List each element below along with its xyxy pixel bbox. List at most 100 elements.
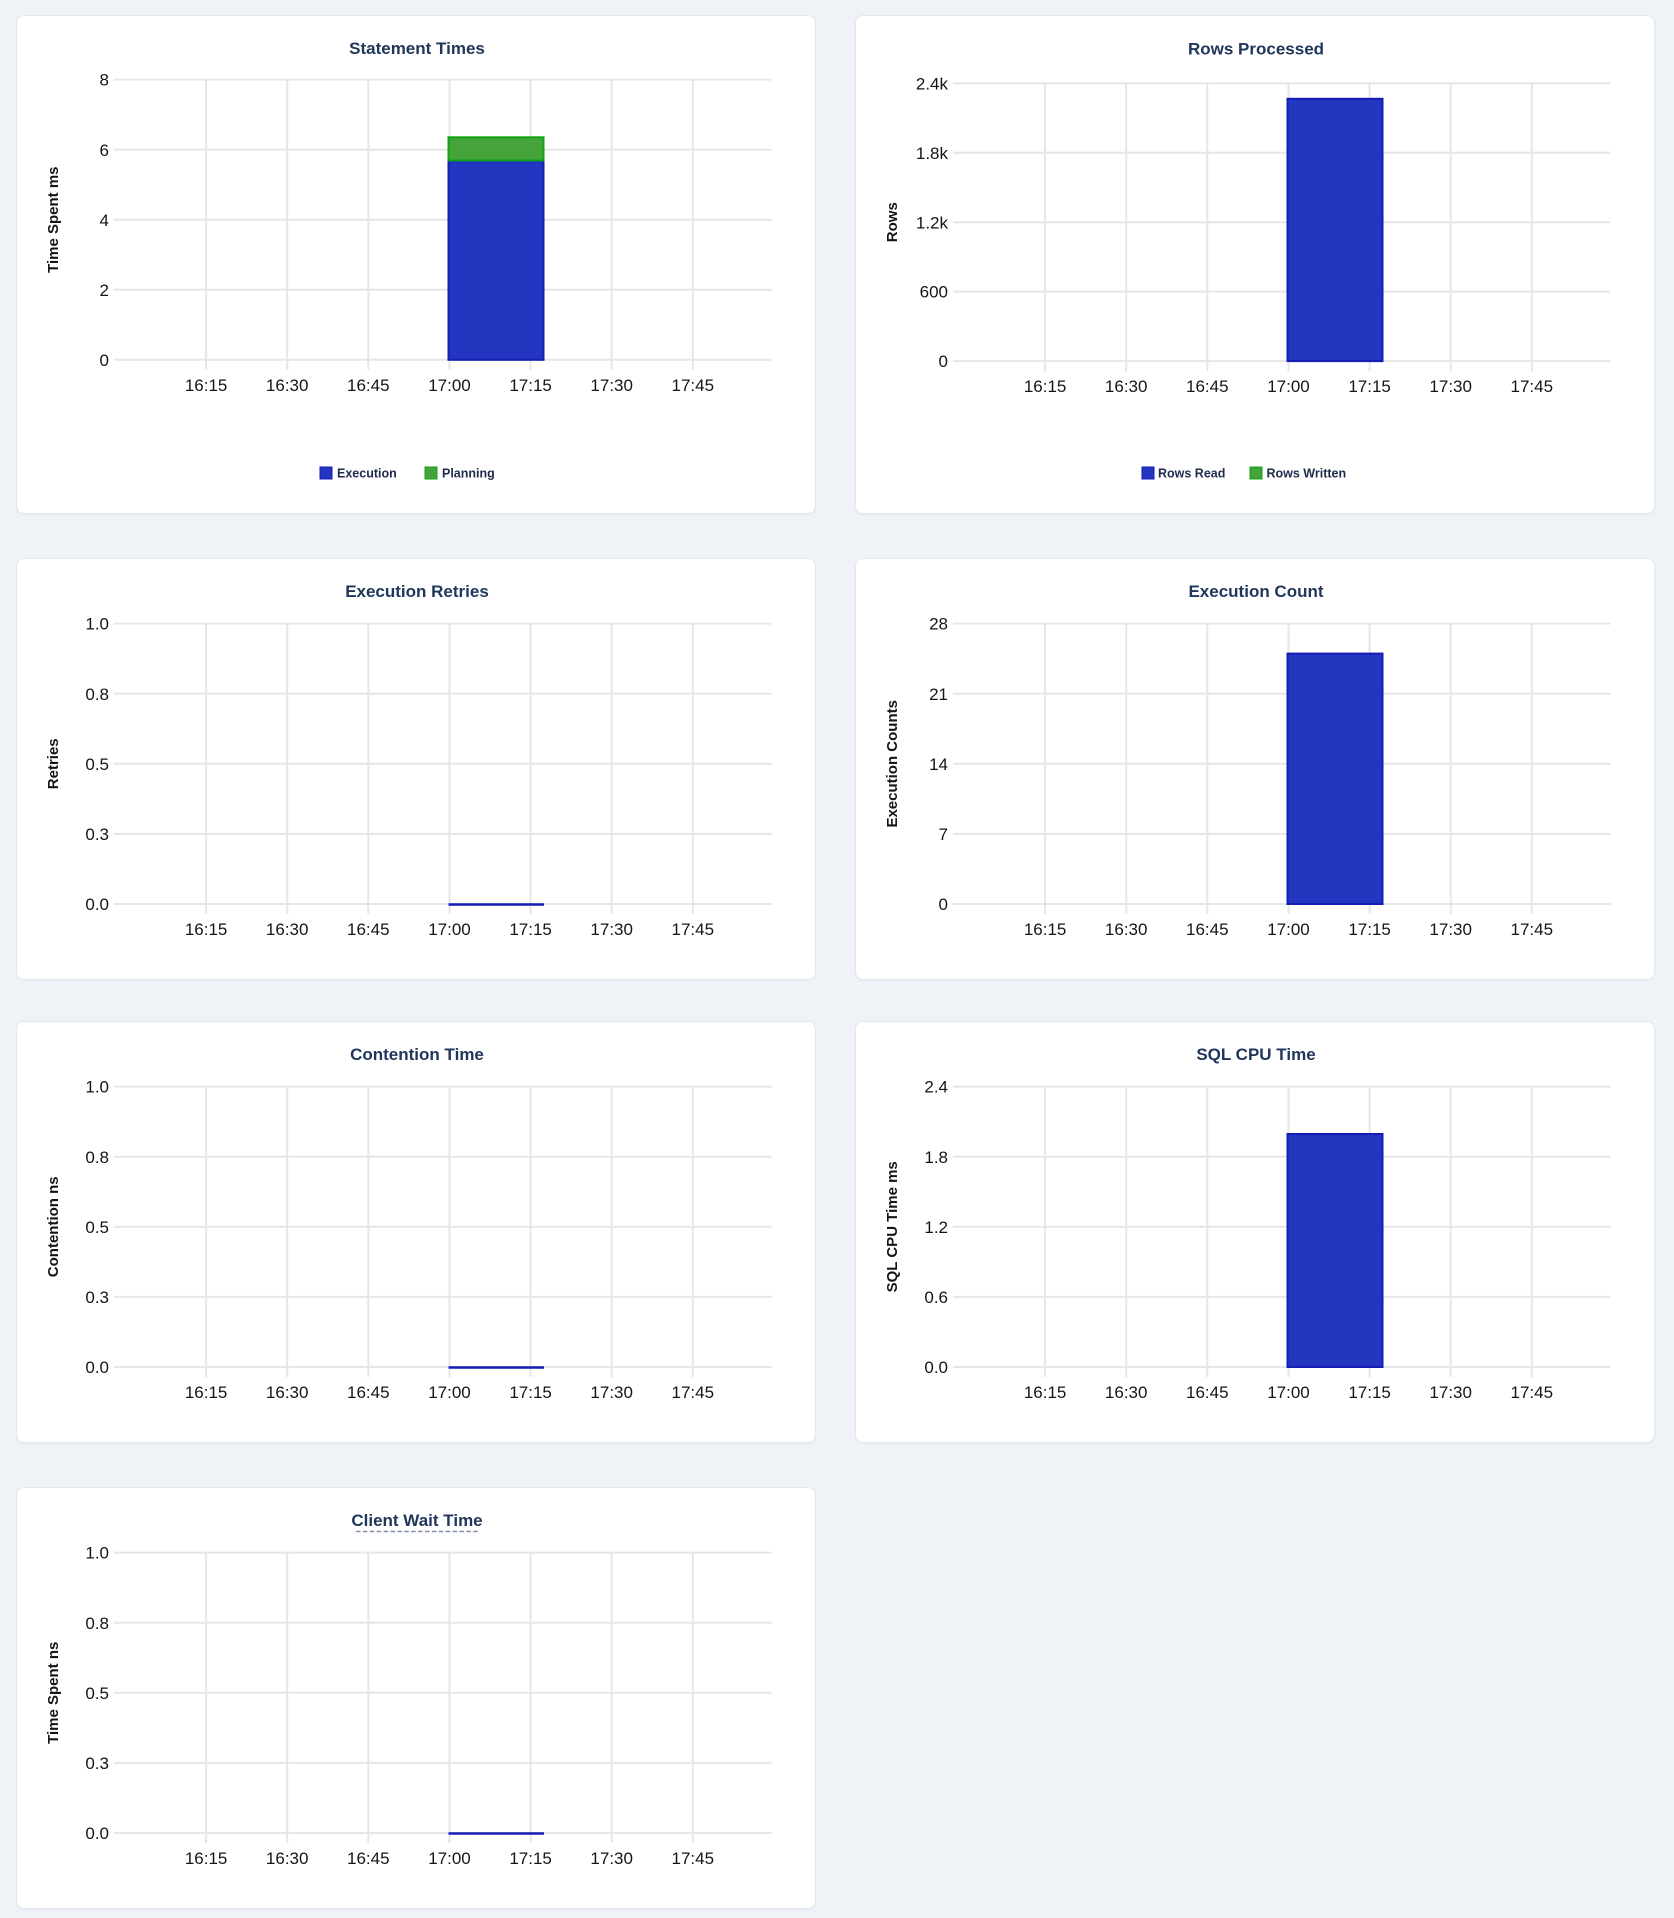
svg-text:17:30: 17:30	[1429, 920, 1472, 939]
svg-text:Time Spent ms: Time Spent ms	[45, 166, 62, 272]
svg-text:28: 28	[929, 615, 948, 634]
svg-text:16:30: 16:30	[1105, 920, 1148, 939]
svg-text:Rows Written: Rows Written	[1267, 467, 1347, 481]
svg-text:16:15: 16:15	[1024, 920, 1067, 939]
svg-text:Rows Read: Rows Read	[1158, 467, 1225, 481]
svg-text:1.8k: 1.8k	[916, 144, 949, 163]
svg-text:Planning: Planning	[442, 467, 495, 481]
svg-text:17:30: 17:30	[590, 920, 633, 939]
svg-text:17:45: 17:45	[1511, 377, 1554, 396]
svg-text:1.0: 1.0	[85, 615, 109, 634]
svg-text:0.8: 0.8	[85, 1147, 109, 1166]
svg-text:0.8: 0.8	[85, 685, 109, 704]
svg-text:17:00: 17:00	[1267, 920, 1310, 939]
svg-text:2: 2	[100, 281, 109, 300]
svg-text:Statement Times: Statement Times	[349, 39, 485, 58]
svg-text:8: 8	[100, 71, 109, 90]
svg-text:SQL CPU Time: SQL CPU Time	[1196, 1045, 1315, 1064]
svg-text:17:45: 17:45	[672, 1849, 715, 1868]
svg-text:Retries: Retries	[45, 738, 62, 789]
svg-text:0: 0	[939, 895, 948, 914]
svg-text:0.3: 0.3	[85, 1288, 109, 1307]
svg-text:17:00: 17:00	[1267, 377, 1310, 396]
svg-text:0.0: 0.0	[85, 1824, 109, 1843]
svg-text:1.8: 1.8	[924, 1147, 948, 1166]
svg-text:16:45: 16:45	[1186, 920, 1229, 939]
svg-text:16:15: 16:15	[185, 1383, 228, 1402]
svg-text:17:45: 17:45	[672, 1383, 715, 1402]
svg-text:16:30: 16:30	[1105, 377, 1148, 396]
svg-text:16:45: 16:45	[347, 1849, 390, 1868]
svg-text:Rows: Rows	[884, 202, 901, 242]
svg-text:Execution: Execution	[337, 467, 397, 481]
svg-text:17:45: 17:45	[1511, 1383, 1554, 1402]
svg-text:1.0: 1.0	[85, 1077, 109, 1096]
svg-text:17:30: 17:30	[1429, 1383, 1472, 1402]
svg-text:Execution Retries: Execution Retries	[345, 582, 489, 601]
svg-text:0.3: 0.3	[85, 825, 109, 844]
svg-text:17:30: 17:30	[1429, 377, 1472, 396]
svg-text:17:00: 17:00	[428, 376, 471, 395]
svg-text:16:45: 16:45	[347, 376, 390, 395]
svg-text:0.6: 0.6	[924, 1288, 948, 1307]
svg-text:16:30: 16:30	[266, 920, 309, 939]
svg-text:1.0: 1.0	[85, 1544, 109, 1563]
svg-text:0.5: 0.5	[85, 755, 109, 774]
svg-text:16:30: 16:30	[266, 1849, 309, 1868]
svg-text:17:45: 17:45	[672, 920, 715, 939]
svg-text:0: 0	[939, 352, 948, 371]
svg-text:17:45: 17:45	[1511, 920, 1554, 939]
svg-text:6: 6	[100, 141, 109, 160]
svg-text:17:15: 17:15	[1348, 377, 1391, 396]
svg-text:0.5: 0.5	[85, 1684, 109, 1703]
svg-text:1.2: 1.2	[924, 1217, 948, 1236]
svg-text:16:30: 16:30	[266, 376, 309, 395]
svg-text:17:15: 17:15	[509, 1383, 552, 1402]
svg-text:Client Wait Time: Client Wait Time	[351, 1511, 482, 1530]
svg-text:Rows Processed: Rows Processed	[1188, 40, 1324, 59]
svg-text:7: 7	[939, 825, 948, 844]
svg-text:21: 21	[929, 685, 948, 704]
svg-text:600: 600	[920, 283, 948, 302]
svg-text:16:45: 16:45	[1186, 1383, 1229, 1402]
svg-text:0.5: 0.5	[85, 1217, 109, 1236]
svg-text:17:00: 17:00	[428, 1849, 471, 1868]
svg-text:17:15: 17:15	[509, 1849, 552, 1868]
svg-text:4: 4	[100, 211, 109, 230]
svg-text:16:15: 16:15	[185, 376, 228, 395]
svg-text:14: 14	[929, 755, 948, 774]
svg-text:17:30: 17:30	[590, 1849, 633, 1868]
svg-text:17:00: 17:00	[428, 920, 471, 939]
svg-text:16:45: 16:45	[1186, 377, 1229, 396]
svg-text:16:15: 16:15	[185, 1849, 228, 1868]
svg-text:16:15: 16:15	[1024, 1383, 1067, 1402]
svg-text:0.3: 0.3	[85, 1754, 109, 1773]
svg-text:0.0: 0.0	[85, 1358, 109, 1377]
svg-text:Time Spent ns: Time Spent ns	[45, 1642, 62, 1744]
svg-text:17:15: 17:15	[509, 376, 552, 395]
svg-text:17:30: 17:30	[590, 1383, 633, 1402]
svg-text:0.0: 0.0	[85, 895, 109, 914]
svg-text:16:15: 16:15	[185, 920, 228, 939]
svg-text:Contention ns: Contention ns	[45, 1176, 62, 1277]
svg-text:17:00: 17:00	[1267, 1383, 1310, 1402]
svg-text:17:00: 17:00	[428, 1383, 471, 1402]
svg-text:16:45: 16:45	[347, 1383, 390, 1402]
svg-text:17:45: 17:45	[672, 376, 715, 395]
svg-text:Contention Time: Contention Time	[350, 1045, 484, 1064]
svg-text:0.0: 0.0	[924, 1358, 948, 1377]
svg-text:Execution Counts: Execution Counts	[884, 700, 901, 828]
svg-text:17:15: 17:15	[509, 920, 552, 939]
svg-text:16:45: 16:45	[347, 920, 390, 939]
svg-text:17:15: 17:15	[1348, 920, 1391, 939]
svg-text:2.4: 2.4	[924, 1077, 948, 1096]
svg-text:17:30: 17:30	[590, 376, 633, 395]
svg-text:Execution Count: Execution Count	[1188, 582, 1323, 601]
svg-text:16:30: 16:30	[1105, 1383, 1148, 1402]
svg-text:1.2k: 1.2k	[916, 213, 949, 232]
svg-text:0: 0	[100, 351, 109, 370]
svg-text:17:15: 17:15	[1348, 1383, 1391, 1402]
svg-text:SQL CPU Time ms: SQL CPU Time ms	[884, 1161, 901, 1292]
svg-text:2.4k: 2.4k	[916, 74, 949, 93]
svg-text:16:15: 16:15	[1024, 377, 1067, 396]
